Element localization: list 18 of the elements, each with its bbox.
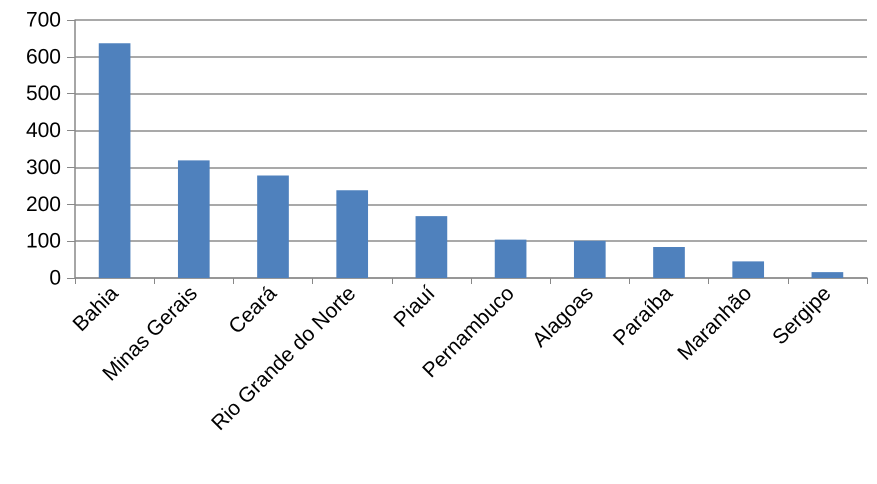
bar (336, 190, 368, 278)
bar (812, 272, 844, 278)
y-tick-label: 700 (26, 8, 61, 32)
y-tick-label: 500 (26, 82, 61, 106)
y-tick-label: 400 (26, 119, 61, 142)
y-tick-label: 0 (49, 266, 61, 290)
bar (178, 160, 210, 278)
y-tick-label: 100 (26, 230, 61, 253)
y-tick-label: 200 (26, 192, 61, 216)
bar (494, 240, 526, 278)
bar (653, 247, 685, 278)
bar (98, 43, 130, 278)
bar (416, 216, 448, 278)
bar (732, 261, 764, 278)
y-tick-label: 600 (26, 45, 61, 68)
bar (257, 176, 289, 278)
y-tick-label: 300 (26, 156, 61, 179)
bar (574, 240, 606, 278)
